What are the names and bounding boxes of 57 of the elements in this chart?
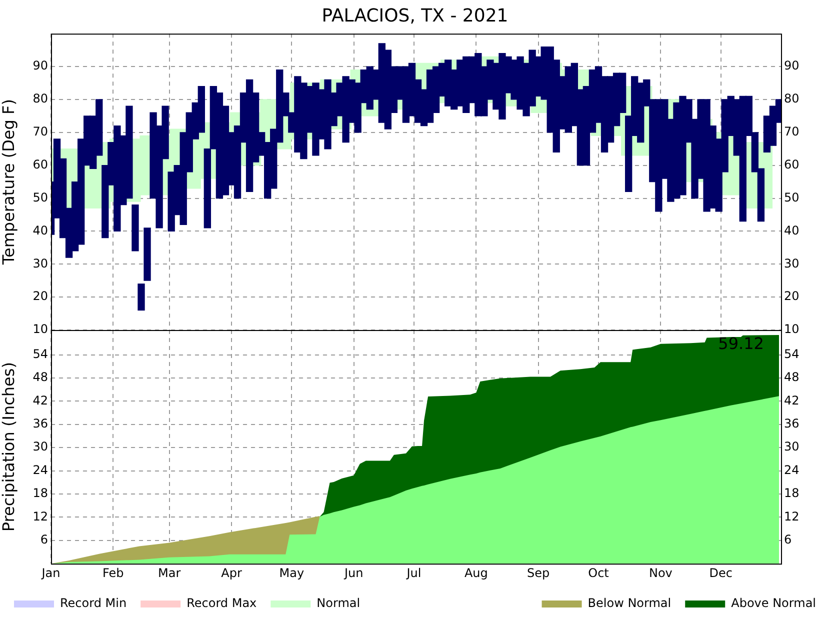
y2-tick-label: 36 bbox=[784, 416, 800, 430]
annotation: 59.12 bbox=[718, 334, 764, 354]
y2-tick-label: 12 bbox=[784, 509, 800, 524]
y2-tick-label: 20 bbox=[784, 289, 800, 304]
x-tick-label: Jan bbox=[40, 566, 60, 580]
y-tick-label: 80 bbox=[32, 92, 48, 106]
y2-tick-label: 90 bbox=[784, 58, 800, 73]
y-tick-label: 40 bbox=[32, 223, 48, 238]
x-tick-label: Aug bbox=[464, 566, 488, 580]
x-tick-label: Jul bbox=[406, 566, 422, 580]
y2-tick-label: 48 bbox=[784, 370, 800, 384]
y-tick-label: 18 bbox=[32, 486, 48, 500]
y-tick-label: 60 bbox=[32, 157, 48, 172]
y-tick-label: 42 bbox=[32, 393, 48, 408]
x-tick-label: Dec bbox=[709, 566, 732, 580]
y2-tick-label: 10 bbox=[784, 322, 800, 336]
y-axis-title: Precipitation (Inches) bbox=[0, 362, 18, 532]
x-tick-label: Mar bbox=[158, 566, 181, 580]
y2-tick-label: 30 bbox=[784, 440, 800, 454]
y-tick-label: 90 bbox=[32, 58, 48, 73]
y2-tick-label: 80 bbox=[784, 92, 800, 106]
y-tick-label: 6 bbox=[40, 532, 48, 547]
y-tick-label: 20 bbox=[32, 289, 48, 304]
x-tick-label: Oct bbox=[588, 566, 610, 580]
legend-label: Above Normal bbox=[731, 596, 816, 610]
y2-tick-label: 24 bbox=[784, 462, 800, 477]
x-tick-label: Jun bbox=[343, 566, 364, 580]
y2-tick-label: 18 bbox=[784, 486, 800, 500]
x-tick-label: May bbox=[279, 566, 304, 580]
x-tick-label: Sep bbox=[527, 566, 550, 580]
y2-tick-label: 54 bbox=[784, 346, 800, 361]
y2-tick-label: 50 bbox=[784, 190, 800, 204]
x-tick-label: Nov bbox=[648, 566, 672, 580]
chart-title: PALACIOS, TX - 2021 bbox=[322, 5, 508, 26]
y2-tick-label: 60 bbox=[784, 157, 800, 172]
legend-label: Record Min bbox=[60, 596, 127, 610]
y-tick-label: 24 bbox=[32, 462, 48, 477]
y-axis-title: Temperature (Deg F) bbox=[0, 99, 18, 266]
y2-tick-label: 70 bbox=[784, 124, 800, 139]
y2-tick-label: 42 bbox=[784, 393, 800, 408]
y2-tick-label: 6 bbox=[784, 532, 792, 547]
y-tick-label: 70 bbox=[32, 124, 48, 139]
y-tick-label: 12 bbox=[32, 509, 48, 524]
y-tick-label: 36 bbox=[32, 416, 48, 430]
y2-tick-label: 30 bbox=[784, 256, 800, 270]
legend-label: Below Normal bbox=[588, 596, 672, 610]
x-tick-label: Apr bbox=[221, 566, 242, 580]
x-tick-label: Feb bbox=[102, 566, 124, 580]
y-tick-label: 30 bbox=[32, 256, 48, 270]
legend-label: Record Max bbox=[186, 596, 257, 610]
y-tick-label: 54 bbox=[32, 346, 48, 361]
legend-label: Normal bbox=[316, 596, 360, 610]
y-tick-label: 10 bbox=[32, 322, 48, 336]
y-tick-label: 30 bbox=[32, 440, 48, 454]
y-tick-label: 48 bbox=[32, 370, 48, 384]
y2-tick-label: 40 bbox=[784, 223, 800, 238]
y-tick-label: 50 bbox=[32, 190, 48, 204]
